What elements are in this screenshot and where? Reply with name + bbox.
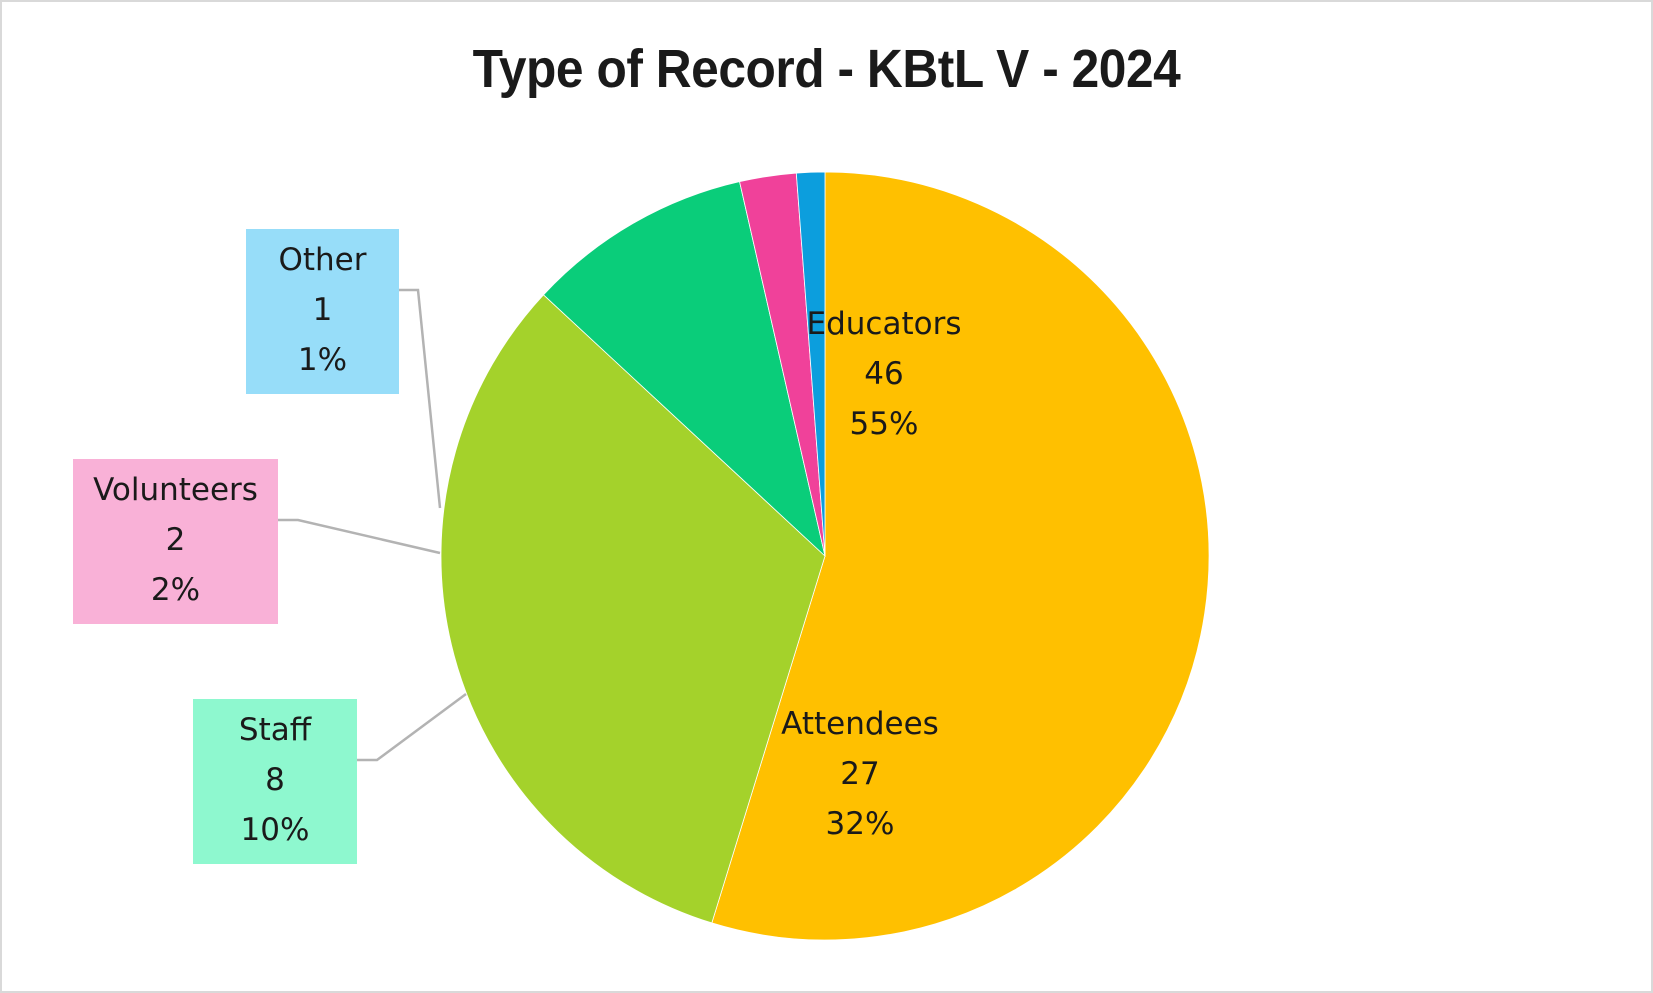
label-percent: 10% — [240, 812, 310, 848]
label-name: Staff — [238, 712, 312, 748]
label-percent: 1% — [297, 342, 348, 378]
label-value: 27 — [840, 756, 880, 792]
leader-line-staff — [357, 692, 467, 762]
leader-line-volunteers — [278, 518, 441, 555]
leader-lines — [278, 288, 467, 762]
label-name: Educators — [806, 306, 962, 342]
data-label-attendees: Attendees 27 32% — [740, 699, 980, 849]
label-value: 2 — [165, 522, 186, 558]
chart-title: Type of Record - KBtL V - 2024 — [472, 39, 1181, 99]
pie-slice-educators — [711, 171, 1210, 941]
data-label-staff: Staff 8 10% — [193, 699, 357, 864]
label-value: 8 — [265, 762, 285, 798]
pie-slice-staff — [542, 181, 826, 558]
label-percent: 2% — [150, 572, 201, 608]
data-label-volunteers: Volunteers 2 2% — [73, 459, 278, 624]
leader-line-other — [398, 288, 442, 509]
pie-slice-attendees — [440, 294, 826, 924]
label-value: 1 — [312, 292, 333, 328]
data-label-other: Other 1 1% — [246, 229, 399, 394]
data-label-educators: Educators 46 55% — [764, 299, 1004, 449]
label-name: Other — [278, 242, 367, 278]
pie-slice-other — [795, 171, 826, 557]
label-percent: 32% — [825, 806, 895, 842]
pie-slices — [440, 171, 1210, 941]
label-percent: 55% — [849, 406, 919, 442]
label-name: Attendees — [781, 706, 939, 742]
label-name: Volunteers — [93, 472, 258, 508]
label-value: 46 — [864, 356, 904, 392]
